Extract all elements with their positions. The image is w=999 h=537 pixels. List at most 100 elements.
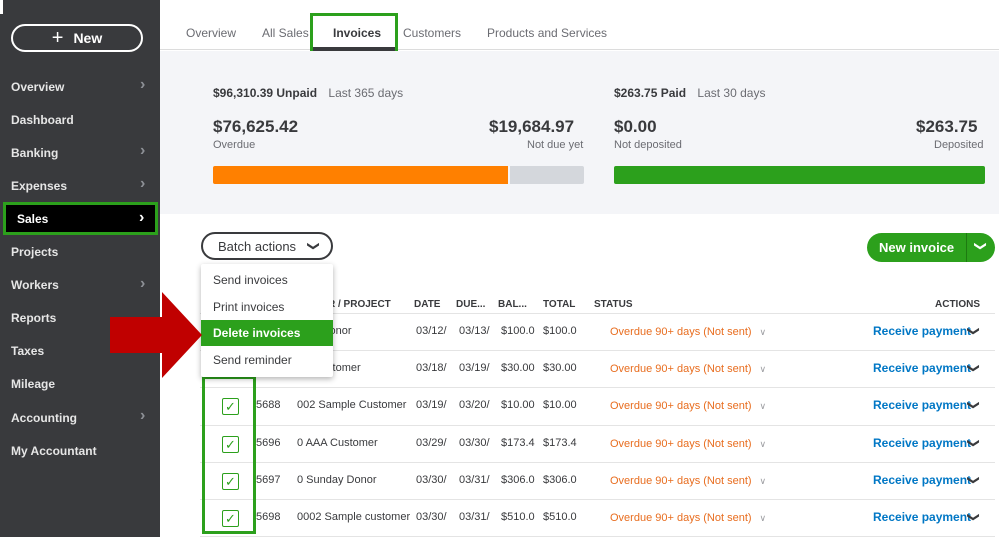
chevron-right-icon: › — [140, 175, 146, 193]
row-checkbox[interactable]: ✓ — [222, 510, 239, 527]
row-actions-chevron-icon[interactable]: ❯ — [967, 511, 982, 523]
row-checkbox[interactable]: ✓ — [222, 435, 239, 453]
tab-customers[interactable]: Customers — [403, 26, 462, 40]
invoice-date: 03/30/ — [416, 511, 447, 523]
status-text: Overdue 90+ days (Not sent) — [610, 512, 752, 524]
receive-payment-link[interactable]: Receive payment — [873, 472, 972, 487]
sidebar: + New — [0, 0, 160, 537]
sidebar-item-dashboard[interactable]: Dashboard — [0, 103, 160, 136]
sidebar-item-label: Mileage — [11, 377, 56, 392]
not-deposited-amount[interactable]: $0.00 — [614, 117, 657, 136]
status-badge[interactable]: Overdue 90+ days (Not sent) ∨ — [610, 326, 766, 338]
unpaid-period: Last 365 days — [328, 86, 404, 100]
new-invoice-dropdown-chevron-icon[interactable]: ❯ — [973, 240, 988, 252]
balance-value: $306.0 — [501, 473, 535, 486]
receive-payment-link[interactable]: Receive payment — [873, 398, 972, 413]
receive-payment-link[interactable]: Receive payment — [873, 361, 972, 376]
invoice-date: 03/30/ — [416, 473, 447, 486]
money-bar-summary — [160, 51, 999, 214]
new-invoice-label: New invoice — [879, 240, 955, 255]
sidebar-item-mileage[interactable]: Mileage — [0, 368, 160, 401]
sidebar-item-expenses[interactable]: Expenses › — [0, 169, 160, 202]
status-text: Overdue 90+ days (Not sent) — [610, 326, 752, 338]
total-value: $100.0 — [543, 325, 577, 337]
customer-name[interactable]: 0 AAA Customer — [297, 436, 378, 449]
red-arrow-annotation — [110, 292, 202, 378]
paid-amount: $263.75 Paid — [614, 86, 687, 100]
invoice-number: 5688 — [256, 399, 281, 412]
tab-products-services[interactable]: Products and Services — [487, 26, 608, 40]
deposited-bar[interactable] — [614, 166, 985, 184]
row-actions-chevron-icon[interactable]: ❯ — [967, 437, 982, 448]
menu-item-print-invoices[interactable]: Print invoices — [213, 300, 285, 314]
receive-payment-link[interactable]: Receive payment — [873, 324, 972, 338]
status-badge[interactable]: Overdue 90+ days (Not sent) ∨ — [610, 400, 766, 412]
chevron-right-icon: › — [140, 274, 146, 292]
sidebar-item-overview[interactable]: Overview › — [0, 70, 160, 103]
tab-invoices-underline — [313, 47, 395, 51]
row-actions-chevron-icon[interactable]: ❯ — [967, 474, 982, 485]
customer-name[interactable]: 002 Sample Customer — [297, 399, 407, 412]
tab-all-sales[interactable]: All Sales — [262, 26, 309, 40]
receive-payment-link[interactable]: Receive payment — [873, 510, 972, 524]
status-badge[interactable]: Overdue 90+ days (Not sent) ∨ — [610, 438, 766, 450]
tab-bar — [160, 0, 999, 50]
invoice-date: 03/29/ — [416, 436, 447, 449]
tab-invoices[interactable]: Invoices — [333, 26, 382, 40]
invoice-date: 03/19/ — [416, 399, 447, 412]
status-badge[interactable]: Overdue 90+ days (Not sent) ∨ — [610, 475, 766, 487]
col-header-total[interactable]: TOTAL — [543, 299, 576, 310]
due-date: 03/31/ — [459, 473, 490, 486]
not-due-amount[interactable]: $19,684.97 — [489, 117, 575, 136]
batch-actions-button[interactable]: Batch actions ❯ — [201, 232, 333, 260]
total-value: $30.00 — [543, 362, 577, 375]
tab-overview[interactable]: Overview — [186, 26, 237, 40]
total-value: $510.0 — [543, 511, 577, 523]
col-header-balance[interactable]: BAL... — [498, 299, 527, 310]
sidebar-edge — [0, 0, 3, 14]
row-actions-chevron-icon[interactable]: ❯ — [967, 325, 982, 337]
sidebar-item-reports[interactable]: Reports — [0, 302, 160, 335]
col-header-customer[interactable]: MER / PROJECT — [313, 299, 391, 310]
sidebar-item-projects[interactable]: Projects — [0, 236, 160, 269]
sidebar-item-banking[interactable]: Banking › — [0, 136, 160, 169]
balance-value: $100.0 — [501, 325, 535, 337]
customer-name[interactable]: 0002 Sample customer — [297, 511, 411, 523]
overdue-amount[interactable]: $76,625.42 — [213, 117, 299, 136]
row-checkbox[interactable]: ✓ — [222, 472, 239, 490]
balance-value: $10.00 — [501, 399, 535, 412]
customer-name[interactable]: 0 Sunday Donor — [297, 473, 377, 486]
chevron-right-icon: › — [140, 76, 146, 93]
sidebar-item-label: Taxes — [11, 344, 45, 359]
sidebar-item-workers[interactable]: Workers › — [0, 269, 160, 302]
row-actions-chevron-icon[interactable]: ❯ — [967, 400, 982, 411]
unpaid-header: $96,310.39 Unpaid Last 365 days — [213, 86, 403, 100]
overdue-bar[interactable] — [213, 166, 508, 184]
menu-item-send-reminder[interactable]: Send reminder — [213, 353, 292, 367]
menu-item-send-invoices[interactable]: Send invoices — [213, 273, 288, 287]
not-due-label: Not due yet — [527, 139, 584, 151]
new-button[interactable]: + New — [11, 24, 143, 52]
col-header-due[interactable]: DUE... — [456, 299, 486, 310]
paid-period: Last 30 days — [697, 86, 766, 100]
col-header-date[interactable]: DATE — [414, 299, 441, 310]
sidebar-item-accounting[interactable]: Accounting › — [0, 401, 160, 434]
sidebar-item-sales[interactable]: Sales › — [3, 202, 158, 236]
due-date: 03/20/ — [459, 399, 490, 412]
not-due-bar[interactable] — [510, 166, 584, 184]
status-badge[interactable]: Overdue 90+ days (Not sent) ∨ — [610, 363, 766, 375]
sidebar-item-taxes[interactable]: Taxes — [0, 335, 160, 368]
batch-actions-label: Batch actions — [218, 238, 297, 254]
row-checkbox[interactable]: ✓ — [222, 398, 239, 416]
invoice-date: 03/18/ — [416, 362, 447, 375]
receive-payment-link[interactable]: Receive payment — [873, 435, 972, 450]
new-button-label: New — [73, 30, 103, 46]
sidebar-item-my-accountant[interactable]: My Accountant — [0, 434, 160, 467]
menu-item-delete-invoices[interactable]: Delete invoices — [201, 320, 333, 346]
new-invoice-button[interactable]: New invoice ❯ — [867, 233, 995, 262]
row-actions-chevron-icon[interactable]: ❯ — [967, 363, 982, 374]
deposited-amount[interactable]: $263.75 — [916, 117, 978, 136]
sidebar-item-label: Sales — [17, 211, 49, 226]
status-badge[interactable]: Overdue 90+ days (Not sent) ∨ — [610, 512, 766, 524]
col-header-status[interactable]: STATUS — [594, 299, 633, 310]
